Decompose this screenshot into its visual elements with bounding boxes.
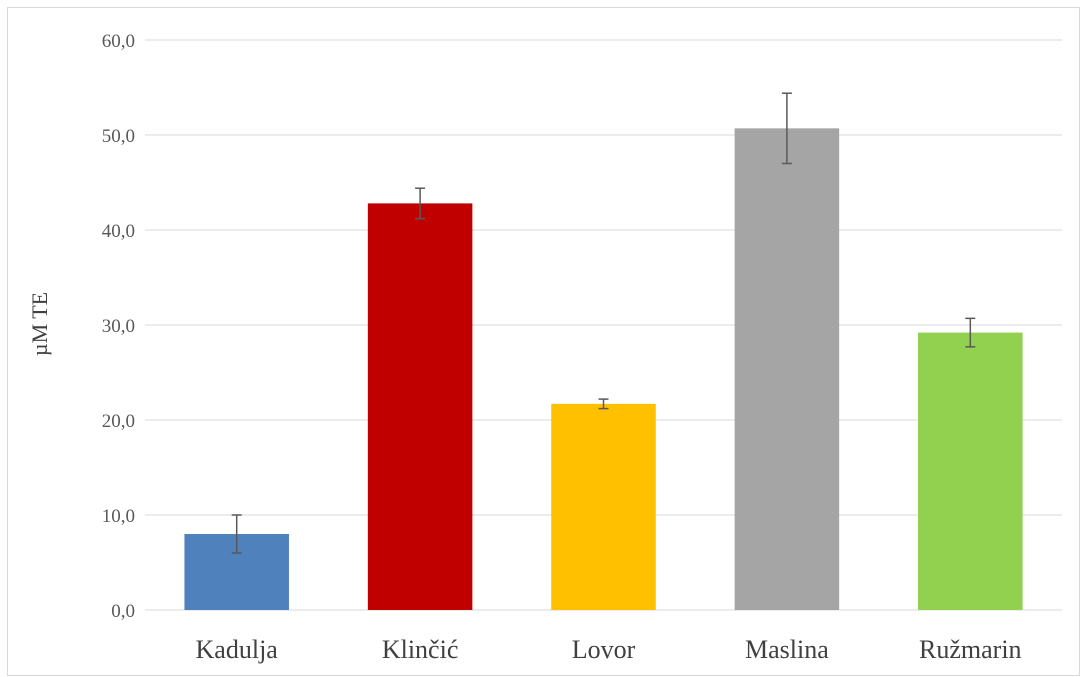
error-bars (231, 92, 976, 554)
bar-5 (918, 332, 1023, 610)
y-tick-label: 30,0 (102, 316, 135, 337)
y-tick-label: 60,0 (102, 31, 135, 52)
x-category-label: Kadulja (196, 635, 279, 664)
y-tick-label: 50,0 (102, 126, 135, 147)
bar-4 (734, 128, 840, 610)
x-category-label: Klinčić (382, 635, 459, 664)
bar-2 (367, 203, 473, 610)
y-axis-title: µM TE (27, 292, 52, 356)
gridlines (145, 39, 1062, 611)
x-axis-category-labels: Kadulja Klinčić Lovor Maslina Ružmarin (196, 635, 1022, 664)
y-axis-tick-labels: 0,0 10,0 20,0 30,0 40,0 50,0 60,0 (102, 31, 135, 622)
error-bar-3 (598, 398, 609, 410)
error-bar-1 (231, 514, 242, 554)
y-tick-label: 0,0 (111, 601, 135, 622)
y-tick-label: 40,0 (102, 221, 135, 242)
y-tick-label: 10,0 (102, 506, 135, 527)
x-category-label: Maslina (745, 635, 829, 664)
y-tick-label: 20,0 (102, 411, 135, 432)
bar-3 (551, 403, 656, 610)
bars (184, 128, 1023, 610)
x-category-label: Lovor (572, 635, 636, 664)
x-category-label: Ružmarin (919, 635, 1022, 664)
error-bar-5 (965, 317, 976, 348)
error-bar-4 (781, 92, 792, 165)
error-bar-2 (415, 187, 426, 220)
